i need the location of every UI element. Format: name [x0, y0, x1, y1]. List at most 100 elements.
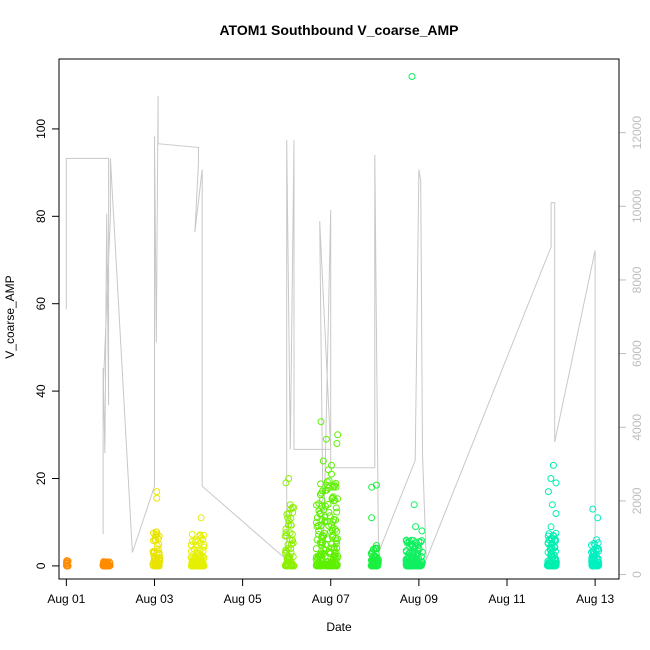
data-point — [313, 536, 321, 544]
y2-tick-label: 2000 — [630, 487, 644, 514]
data-point — [197, 514, 205, 522]
data-point — [415, 538, 423, 546]
data-point — [316, 491, 324, 499]
data-point — [323, 561, 331, 569]
data-point — [332, 504, 340, 512]
x-tick-label: Aug 03 — [135, 592, 173, 606]
plot-frame — [58, 58, 620, 580]
data-point — [317, 418, 325, 426]
data-point — [153, 494, 161, 502]
data-point — [154, 550, 162, 557]
data-point — [289, 553, 297, 561]
data-point — [328, 544, 336, 552]
data-point — [288, 562, 296, 570]
data-point — [319, 457, 327, 465]
data-point — [407, 562, 415, 570]
data-point — [329, 531, 337, 539]
data-point — [187, 562, 195, 570]
data-point — [329, 556, 337, 564]
data-point — [329, 493, 337, 501]
data-point — [317, 552, 325, 560]
data-point — [410, 549, 418, 557]
data-point — [330, 516, 338, 523]
right-axis-series-layer — [65, 95, 596, 561]
y-tick-label: 60 — [34, 297, 48, 311]
y2-tick-label: 8000 — [630, 266, 644, 293]
data-point — [589, 505, 597, 513]
data-point — [283, 547, 291, 555]
data-point — [150, 549, 158, 557]
data-point — [187, 547, 195, 555]
data-point — [413, 546, 421, 554]
data-point — [548, 501, 556, 509]
x-tick-label: Aug 05 — [224, 592, 262, 606]
data-point — [328, 526, 336, 534]
data-point — [317, 489, 325, 497]
data-point — [544, 539, 552, 547]
data-point — [285, 517, 293, 525]
data-point — [402, 555, 410, 563]
data-point — [544, 488, 552, 496]
data-point — [151, 561, 159, 569]
data-point — [324, 500, 332, 508]
data-point — [286, 501, 294, 509]
data-point — [552, 547, 559, 555]
data-point — [333, 539, 340, 547]
y-tick-label: 20 — [34, 472, 48, 486]
data-point — [333, 537, 340, 545]
data-point — [156, 554, 164, 562]
x-tick-label: Aug 11 — [488, 592, 525, 606]
data-point — [334, 431, 342, 439]
v-coarse-amp-right-axis-line — [65, 95, 596, 561]
data-point — [324, 558, 332, 566]
data-point — [404, 562, 412, 570]
data-point — [200, 531, 208, 539]
data-point — [196, 546, 204, 554]
data-point — [102, 559, 110, 567]
data-point — [333, 562, 341, 570]
data-point — [403, 539, 411, 547]
data-point — [368, 514, 376, 522]
data-point — [593, 536, 601, 544]
data-point — [550, 536, 558, 544]
data-point — [102, 562, 110, 570]
data-point — [155, 540, 163, 548]
data-point — [188, 530, 196, 538]
y-tick-label: 100 — [34, 119, 48, 139]
y-axis-label: V_coarse_AMP — [3, 275, 17, 358]
data-point — [547, 523, 555, 531]
data-point — [197, 555, 205, 563]
data-point — [595, 545, 602, 553]
x-tick-label: Aug 09 — [400, 592, 438, 606]
x-axis-label: Date — [326, 620, 352, 634]
data-point — [410, 501, 418, 509]
data-point — [588, 559, 596, 567]
data-point — [317, 550, 325, 558]
y-tick-label: 40 — [34, 384, 48, 398]
y2-tick-label: 10000 — [630, 189, 644, 223]
data-point — [594, 546, 602, 553]
data-point — [316, 509, 324, 517]
data-point — [321, 518, 328, 526]
data-point — [333, 508, 341, 516]
data-point — [282, 479, 290, 487]
data-point — [285, 561, 292, 569]
data-point — [549, 461, 557, 469]
data-point — [412, 523, 420, 531]
data-point — [548, 550, 555, 558]
data-point — [155, 532, 163, 540]
data-point — [289, 539, 297, 547]
data-point — [551, 543, 559, 551]
data-point — [192, 541, 200, 549]
data-point — [544, 561, 552, 569]
data-point — [153, 542, 161, 550]
data-point — [282, 546, 290, 554]
x-tick-label: Aug 01 — [47, 592, 85, 606]
data-point — [313, 561, 321, 569]
data-point — [333, 544, 341, 552]
data-point — [191, 538, 199, 546]
data-point — [325, 477, 333, 485]
data-point — [329, 483, 337, 491]
data-point — [284, 558, 292, 566]
data-point — [547, 475, 555, 482]
